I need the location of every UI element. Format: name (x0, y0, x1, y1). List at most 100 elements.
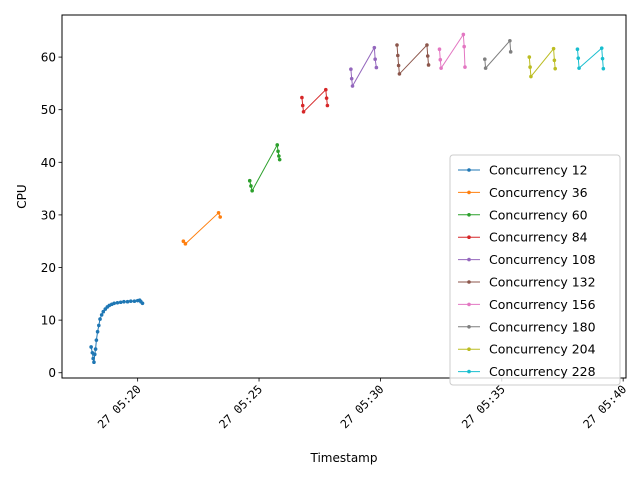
y-axis: 0 10 20 30 40 50 60 (41, 51, 62, 380)
data-point (426, 63, 431, 67)
data-point (349, 67, 353, 71)
legend-label: Concurrency 36 (489, 185, 588, 200)
data-point (324, 96, 329, 100)
data-point (396, 53, 400, 58)
legend-marker (467, 325, 471, 329)
legend-item: Concurrency 180 (458, 319, 596, 334)
data-point (373, 57, 377, 61)
data-point (275, 143, 280, 147)
data-point (528, 65, 532, 69)
data-point (372, 45, 377, 50)
data-point (551, 46, 556, 51)
legend-marker (467, 280, 471, 284)
legend-marker (467, 302, 471, 307)
data-point (95, 329, 100, 334)
legend: Concurrency 12 Concurrency 36 Concurrency … (449, 154, 621, 386)
data-point (216, 211, 221, 215)
data-point (425, 54, 430, 58)
data-point (91, 356, 95, 361)
data-point (183, 242, 188, 246)
legend-label: Concurrency 228 (489, 364, 596, 379)
data-point (553, 66, 557, 71)
legend-item: Concurrency 132 (458, 275, 596, 290)
data-point (374, 65, 379, 70)
data-point (277, 154, 281, 158)
x-axis-label: Timestamp (310, 451, 378, 465)
legend-marker (467, 369, 471, 374)
data-point (483, 57, 487, 61)
legend-item: Concurrency 36 (458, 185, 588, 200)
data-point (128, 299, 133, 303)
legend-item: Concurrency 156 (458, 297, 596, 312)
data-point (350, 84, 355, 88)
data-point (577, 66, 581, 70)
series-line (484, 39, 512, 70)
legend-item: Concurrency 204 (458, 342, 596, 357)
data-point (250, 188, 254, 193)
data-point (575, 47, 580, 51)
data-point (576, 56, 581, 60)
y-tick-label: 10 (41, 314, 56, 328)
y-tick-label: 50 (41, 103, 56, 117)
legend-marker (467, 190, 471, 195)
data-point (94, 338, 99, 342)
y-tick-label: 30 (41, 208, 56, 222)
legend-marker (467, 347, 471, 352)
data-point (437, 47, 442, 51)
series-1 (89, 298, 145, 365)
data-point (276, 149, 280, 154)
series-3 (247, 143, 282, 193)
plot-area (89, 32, 606, 365)
axes-frame (61, 14, 627, 379)
data-point (181, 239, 186, 244)
y-tick-label: 40 (41, 156, 56, 170)
data-point (93, 347, 98, 351)
data-point (301, 110, 306, 114)
data-point (99, 313, 104, 317)
data-point (97, 323, 101, 328)
data-point (395, 43, 399, 47)
series-4 (300, 87, 330, 114)
data-point (396, 63, 401, 68)
data-point (508, 38, 512, 43)
data-point (349, 76, 354, 81)
legend-marker (467, 235, 471, 239)
data-point (601, 66, 606, 71)
data-point (300, 95, 304, 100)
legend-item: Concurrency 12 (458, 163, 588, 178)
y-tick-label: 60 (41, 51, 56, 65)
data-point (508, 50, 513, 54)
data-point (325, 103, 330, 108)
series-10 (575, 46, 606, 71)
legend-label: Concurrency 60 (489, 207, 588, 222)
data-point (89, 345, 93, 349)
legend-label: Concurrency 12 (489, 163, 588, 178)
data-point (140, 301, 145, 306)
data-point (122, 299, 126, 304)
data-point (462, 44, 466, 49)
data-point (438, 57, 443, 62)
legend-label: Concurrency 108 (489, 252, 596, 267)
legend-item: Concurrency 84 (458, 230, 588, 245)
data-point (425, 43, 429, 47)
y-tick-label: 20 (41, 261, 56, 275)
data-point (529, 74, 533, 79)
data-point (92, 360, 96, 365)
data-point (439, 66, 443, 70)
data-point (132, 299, 137, 303)
legend-marker (467, 213, 471, 217)
legend-item: Concurrency 108 (458, 252, 596, 267)
data-point (112, 301, 116, 306)
data-point (101, 309, 106, 314)
legend-label: Concurrency 180 (489, 319, 596, 334)
data-point (247, 178, 252, 183)
legend-box (449, 154, 621, 386)
legend-label: Concurrency 84 (489, 230, 588, 245)
series-6 (395, 43, 431, 76)
data-point (397, 72, 402, 76)
y-axis-label: CPU (15, 184, 29, 208)
legend-label: Concurrency 204 (489, 342, 596, 357)
data-point (92, 352, 97, 357)
data-point (527, 55, 532, 59)
